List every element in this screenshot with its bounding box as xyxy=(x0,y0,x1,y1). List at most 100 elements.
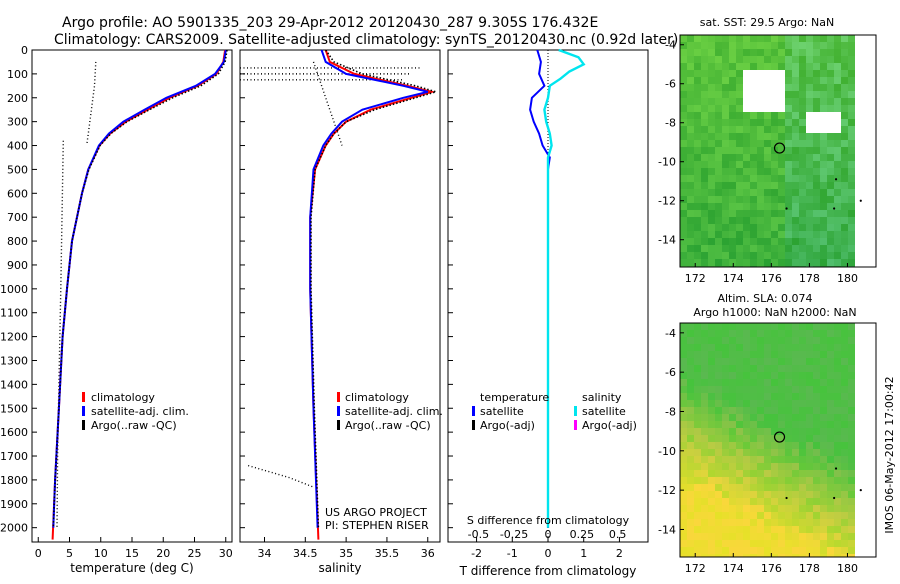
temperature-dotted-series xyxy=(56,140,64,528)
heatmap-cell xyxy=(701,330,708,337)
heatmap-cell xyxy=(687,512,694,519)
heatmap-cell xyxy=(743,217,750,224)
heatmap-cell xyxy=(680,421,687,428)
heatmap-cell xyxy=(799,112,806,119)
sla-heatmap-cells xyxy=(680,323,855,557)
heatmap-cell xyxy=(799,372,806,379)
heatmap-cell xyxy=(764,351,771,358)
heatmap-cell xyxy=(834,56,841,63)
heatmap-cell xyxy=(799,414,806,421)
heatmap-cell xyxy=(841,449,848,456)
heatmap-cell xyxy=(757,512,764,519)
heatmap-cell xyxy=(813,379,820,386)
heatmap-cell xyxy=(848,231,855,238)
heatmap-cell xyxy=(708,196,715,203)
salinity-tick-label: 36 xyxy=(421,547,435,560)
heatmap-cell xyxy=(736,449,743,456)
heatmap-cell xyxy=(764,147,771,154)
heatmap-cell xyxy=(813,175,820,182)
heatmap-cell xyxy=(750,484,757,491)
heatmap-cell xyxy=(736,477,743,484)
heatmap-cell xyxy=(785,168,792,175)
heatmap-cell xyxy=(820,84,827,91)
heatmap-cell xyxy=(694,435,701,442)
heatmap-cell xyxy=(687,231,694,238)
heatmap-cell xyxy=(715,245,722,252)
heatmap-cell xyxy=(715,224,722,231)
heatmap-cell xyxy=(785,421,792,428)
heatmap-cell xyxy=(694,210,701,217)
heatmap-cell xyxy=(715,91,722,98)
heatmap-cell xyxy=(750,133,757,140)
heatmap-cell xyxy=(799,70,806,77)
heatmap-cell xyxy=(841,168,848,175)
heatmap-cell xyxy=(729,196,736,203)
heatmap-cell xyxy=(694,77,701,84)
project-label: US ARGO PROJECT xyxy=(325,506,427,519)
heatmap-cell xyxy=(778,203,785,210)
heatmap-cell xyxy=(750,168,757,175)
heatmap-cell xyxy=(785,463,792,470)
heatmap-cell xyxy=(708,133,715,140)
heatmap-cell xyxy=(736,547,743,554)
heatmap-cell xyxy=(785,224,792,231)
heatmap-cell xyxy=(792,428,799,435)
heatmap-cell xyxy=(848,105,855,112)
heatmap-cell xyxy=(806,435,813,442)
heatmap-cell xyxy=(771,259,778,266)
heatmap-cell xyxy=(715,498,722,505)
island-mark xyxy=(859,199,862,202)
heatmap-cell xyxy=(694,456,701,463)
heatmap-cell xyxy=(785,112,792,119)
heatmap-cell xyxy=(729,189,736,196)
temperature-tick-label: 10 xyxy=(94,547,108,560)
heatmap-cell xyxy=(729,203,736,210)
heatmap-cell xyxy=(722,372,729,379)
heatmap-cell xyxy=(771,491,778,498)
sla-map-axes: 172 174 176 178 180-4-6-8-10-12-14 xyxy=(658,327,862,575)
heatmap-cell xyxy=(750,119,757,126)
heatmap-cell xyxy=(750,126,757,133)
heatmap-cell xyxy=(841,112,848,119)
heatmap-cell xyxy=(743,168,750,175)
heatmap-cell xyxy=(687,351,694,358)
heatmap-cell xyxy=(708,498,715,505)
heatmap-cell xyxy=(799,386,806,393)
heatmap-cell xyxy=(757,330,764,337)
heatmap-cell xyxy=(806,463,813,470)
heatmap-cell xyxy=(715,344,722,351)
heatmap-cell xyxy=(785,484,792,491)
heatmap-cell xyxy=(715,519,722,526)
heatmap-cell xyxy=(806,119,813,126)
heatmap-cell xyxy=(841,70,848,77)
heatmap-cell xyxy=(743,70,750,77)
heatmap-cell xyxy=(785,456,792,463)
heatmap-cell xyxy=(715,140,722,147)
heatmap-cell xyxy=(729,133,736,140)
heatmap-cell xyxy=(834,49,841,56)
heatmap-cell xyxy=(813,547,820,554)
heatmap-cell xyxy=(743,189,750,196)
heatmap-cell xyxy=(757,491,764,498)
heatmap-cell xyxy=(778,133,785,140)
map-lat-label: -4 xyxy=(665,327,676,340)
heatmap-cell xyxy=(687,168,694,175)
heatmap-cell xyxy=(771,540,778,547)
heatmap-cell xyxy=(701,449,708,456)
heatmap-cell xyxy=(820,63,827,70)
heatmap-cell xyxy=(848,154,855,161)
legend-title-temperature: temperature xyxy=(480,391,549,404)
heatmap-cell xyxy=(680,245,687,252)
heatmap-cell xyxy=(792,435,799,442)
heatmap-cell xyxy=(792,168,799,175)
heatmap-cell xyxy=(750,203,757,210)
heatmap-cell xyxy=(736,505,743,512)
heatmap-cell xyxy=(799,133,806,140)
heatmap-cell xyxy=(827,189,834,196)
heatmap-cell xyxy=(757,119,764,126)
heatmap-cell xyxy=(827,358,834,365)
heatmap-cell xyxy=(680,477,687,484)
t-difference-tick-label: -1 xyxy=(507,547,518,560)
heatmap-cell xyxy=(799,91,806,98)
heatmap-cell xyxy=(736,519,743,526)
